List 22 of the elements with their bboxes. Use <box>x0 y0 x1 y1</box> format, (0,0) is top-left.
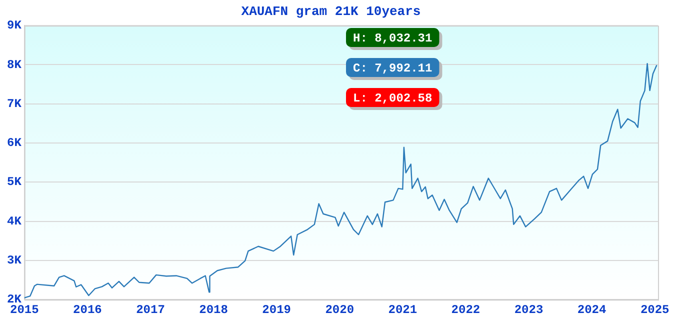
x-tick-label: 2016 <box>73 302 102 317</box>
x-tick-label: 2023 <box>514 302 544 317</box>
x-tick-label: 2024 <box>577 302 606 317</box>
y-tick-label: 5K <box>6 175 22 190</box>
y-tick-label: 3K <box>6 253 22 268</box>
y-tick-label: 6K <box>6 136 22 150</box>
y-tick-label: 8K <box>6 58 22 72</box>
x-tick-label: 2021 <box>388 302 418 317</box>
x-tick-label: 2017 <box>136 302 165 317</box>
y-tick-label: 9K <box>6 18 22 33</box>
annotation: C: 7,992.11 <box>353 62 432 76</box>
x-tick-label: 2019 <box>262 302 291 317</box>
annotation: L: 2,002.58 <box>353 92 432 106</box>
x-tick-label: 2020 <box>325 302 354 317</box>
x-tick-label: 2015 <box>10 302 39 317</box>
x-tick-label: 2025 <box>640 302 670 317</box>
y-tick-label: 4K <box>6 214 22 228</box>
annotation: H: 8,032.31 <box>353 32 432 46</box>
y-tick-label: 7K <box>6 96 22 111</box>
chart-title: XAUAFN gram 21K 10years <box>241 4 421 20</box>
x-tick-label: 2022 <box>451 302 480 317</box>
x-tick-label: 2018 <box>199 302 228 317</box>
